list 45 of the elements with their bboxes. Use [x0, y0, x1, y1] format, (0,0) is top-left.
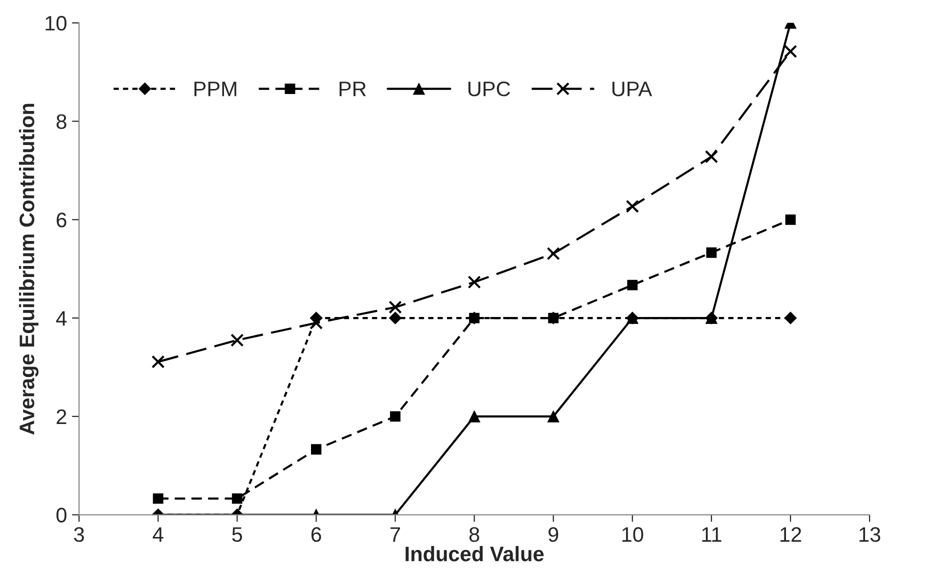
- legend-label: PR: [340, 82, 366, 96]
- point: [310, 444, 322, 455]
- x-tick-label: 11: [702, 527, 722, 542]
- x-tick-label: 13: [860, 527, 880, 542]
- point: [784, 44, 798, 58]
- point: [706, 247, 717, 258]
- legend-label: UPA: [612, 82, 652, 96]
- x-tick-label: 7: [390, 527, 400, 542]
- point: [152, 355, 165, 368]
- y-tick-label: 2: [56, 409, 66, 424]
- x-tick-label: 5: [232, 527, 242, 542]
- x-axis-title: Induced Value: [406, 546, 544, 562]
- x-tick-label: 6: [311, 527, 322, 542]
- point: [547, 410, 560, 422]
- point: [232, 493, 242, 504]
- y-tick-label: 8: [56, 114, 66, 130]
- point: [152, 493, 164, 504]
- x-tick-label: 10: [622, 527, 644, 542]
- x-tick-label: 12: [780, 527, 802, 542]
- x-tick-label: 4: [152, 527, 164, 542]
- y-tick-label: 10: [46, 16, 66, 31]
- point: [546, 246, 560, 260]
- point: [785, 214, 796, 225]
- x-tick-label: 8: [469, 527, 480, 542]
- point: [627, 280, 638, 290]
- point: [468, 410, 480, 422]
- point: [704, 150, 718, 164]
- point: [390, 411, 400, 422]
- x-tick-label: 9: [548, 527, 558, 542]
- point: [310, 316, 323, 330]
- point: [469, 312, 480, 324]
- y-tick-label: 0: [56, 508, 66, 523]
- y-tick-label: 6: [56, 212, 66, 228]
- legend-label: PPM: [194, 82, 236, 96]
- y-tick-label: 4: [56, 311, 67, 326]
- point: [230, 334, 244, 347]
- point: [468, 276, 481, 289]
- point: [626, 200, 639, 213]
- point: [388, 300, 402, 314]
- legend-label: UPC: [468, 82, 510, 96]
- point: [548, 312, 559, 324]
- x-tick-label: 3: [74, 527, 84, 542]
- y-axis-title: Average Equilibrium Contribution: [19, 104, 39, 435]
- point: [389, 312, 402, 324]
- point: [784, 312, 797, 324]
